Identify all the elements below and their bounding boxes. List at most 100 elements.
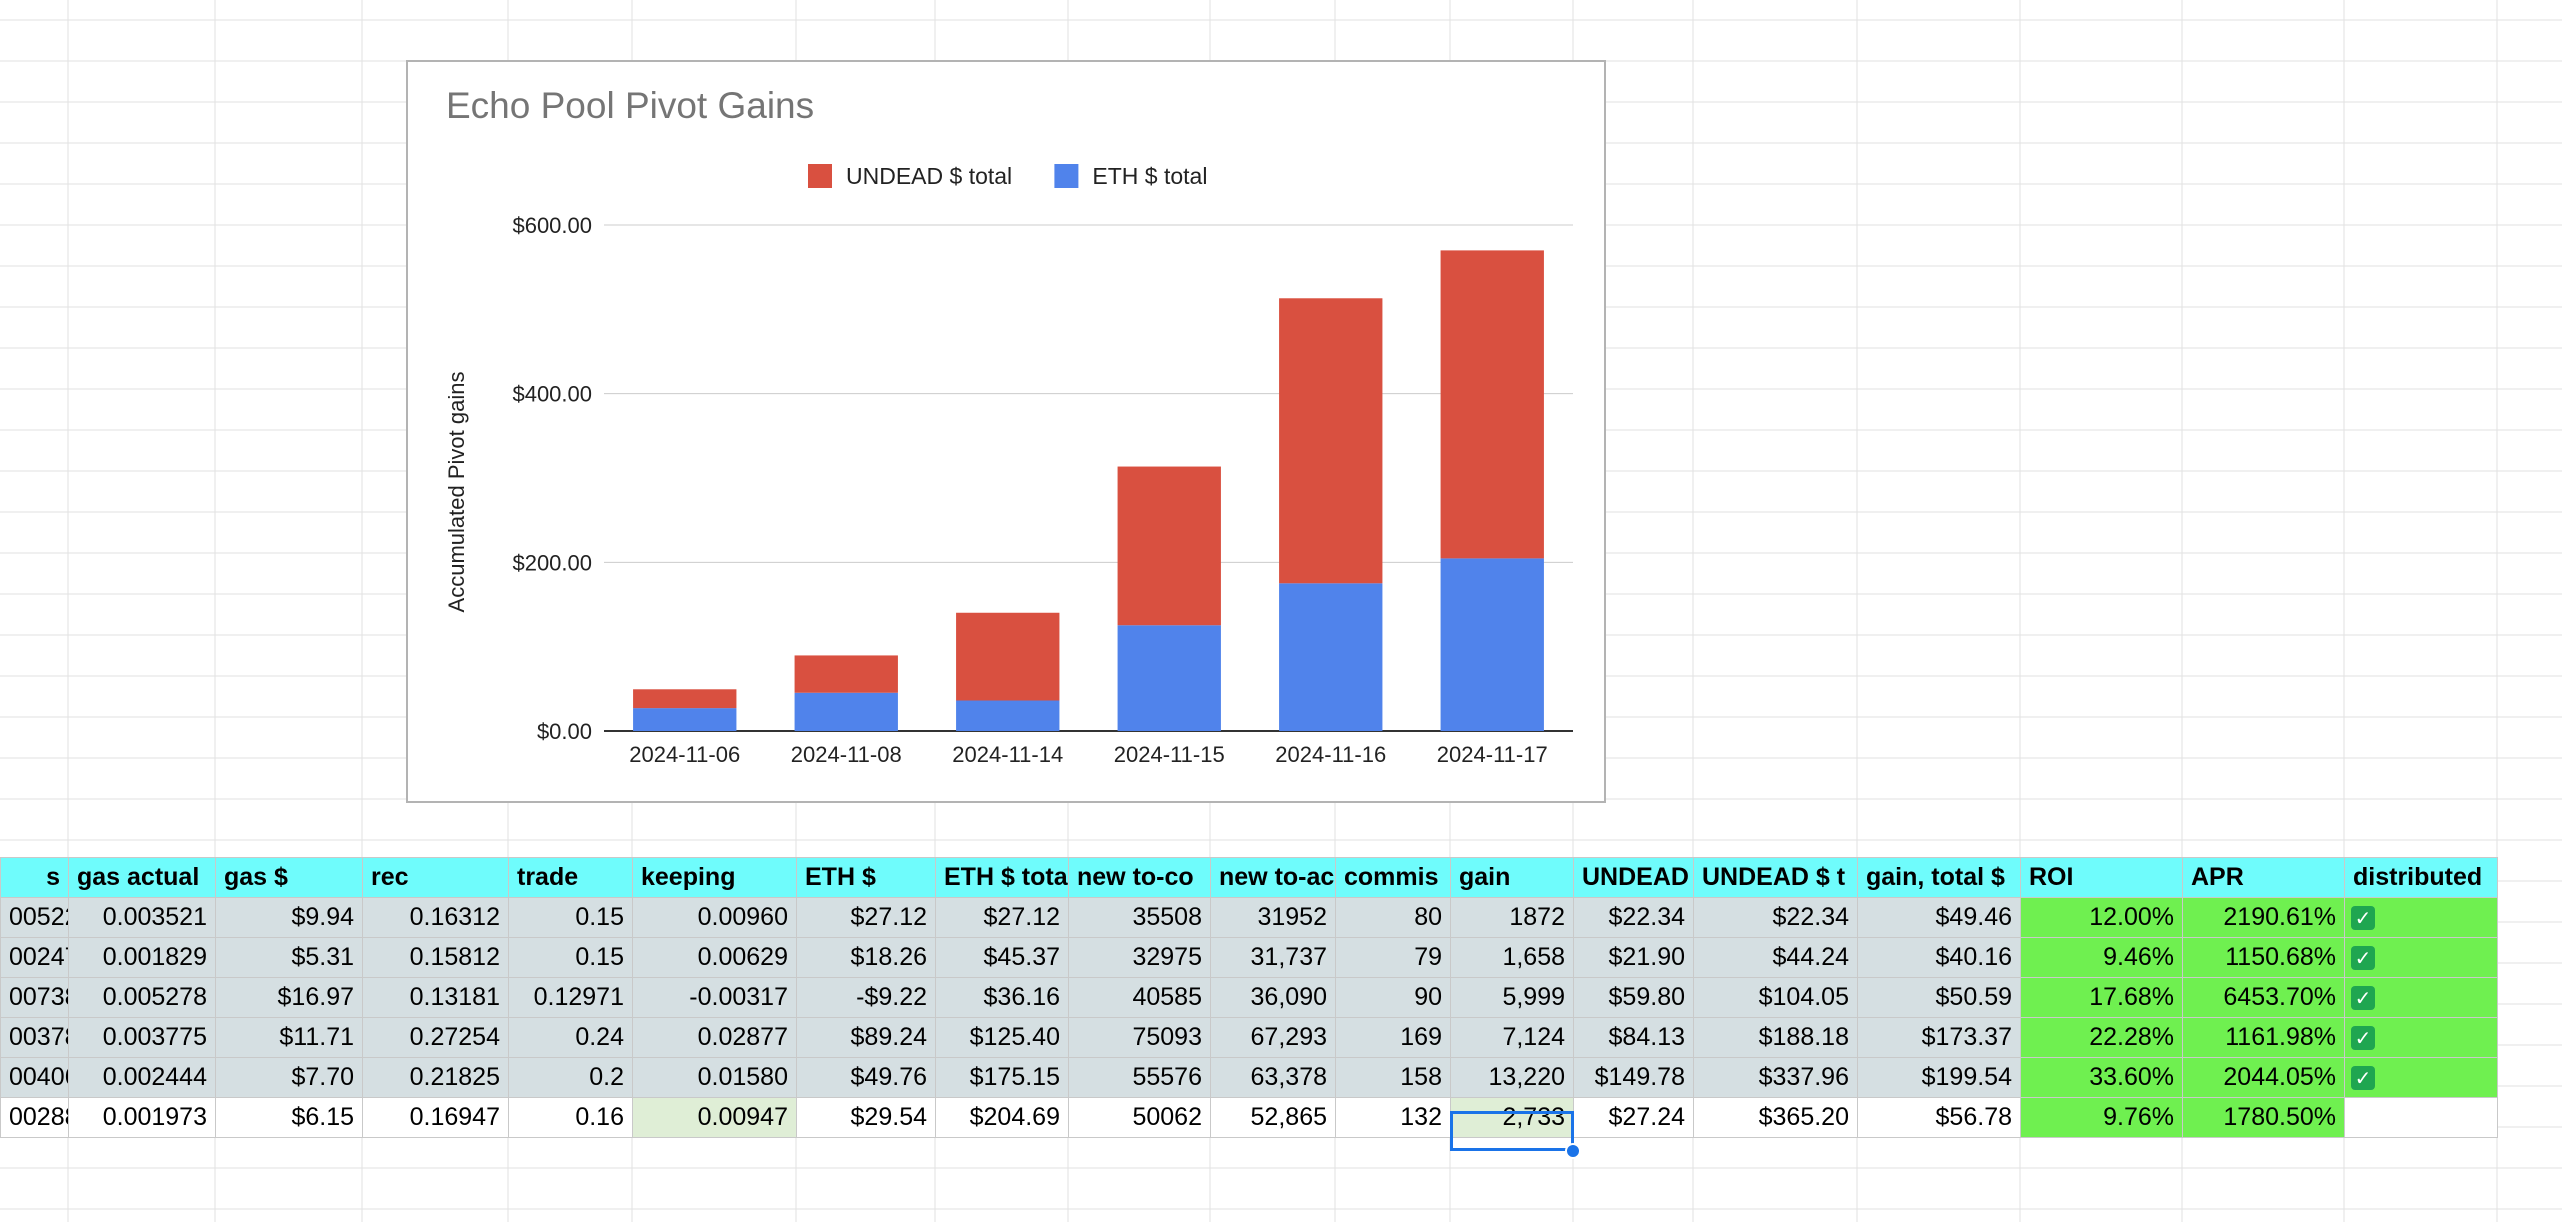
table-cell[interactable]: 0.00947 — [632, 1097, 797, 1138]
table-cell[interactable]: 2044.05% — [2182, 1057, 2345, 1098]
table-cell[interactable]: $22.34 — [1573, 897, 1694, 938]
table-cell[interactable]: $59.80 — [1573, 977, 1694, 1018]
column-header[interactable]: keeping — [632, 857, 797, 898]
table-cell[interactable]: 1,658 — [1450, 937, 1574, 978]
table-cell[interactable]: 63,378 — [1210, 1057, 1336, 1098]
table-cell[interactable]: 0.21825 — [362, 1057, 509, 1098]
table-cell[interactable]: $9.94 — [215, 897, 363, 938]
table-cell[interactable]: $5.31 — [215, 937, 363, 978]
table-cell[interactable]: ✓ — [2344, 1057, 2498, 1098]
table-cell[interactable]: ✓ — [2344, 937, 2498, 978]
column-header[interactable]: s — [0, 857, 69, 898]
column-header[interactable]: ETH $ — [796, 857, 936, 898]
column-header[interactable]: commis — [1335, 857, 1451, 898]
table-cell[interactable]: 31952 — [1210, 897, 1336, 938]
table-cell[interactable]: 158 — [1335, 1057, 1451, 1098]
column-header[interactable]: gain — [1450, 857, 1574, 898]
table-cell[interactable]: 00247 — [0, 937, 69, 978]
table-cell[interactable]: $18.26 — [796, 937, 936, 978]
table-cell[interactable]: 0.01580 — [632, 1057, 797, 1098]
table-cell[interactable]: $49.46 — [1857, 897, 2021, 938]
table-cell[interactable]: 90 — [1335, 977, 1451, 1018]
table-cell[interactable]: $188.18 — [1693, 1017, 1858, 1058]
fill-handle[interactable] — [1565, 1143, 1581, 1159]
table-cell[interactable]: 0.00960 — [632, 897, 797, 938]
column-header[interactable]: gain, total $ — [1857, 857, 2021, 898]
table-cell[interactable]: 75093 — [1068, 1017, 1211, 1058]
table-cell[interactable]: 0.24 — [508, 1017, 633, 1058]
table-cell[interactable]: $6.15 — [215, 1097, 363, 1138]
table-cell[interactable]: $149.78 — [1573, 1057, 1694, 1098]
column-header[interactable]: APR — [2182, 857, 2345, 898]
table-cell[interactable]: 0.16 — [508, 1097, 633, 1138]
table-cell[interactable]: $50.59 — [1857, 977, 2021, 1018]
table-cell[interactable]: 32975 — [1068, 937, 1211, 978]
table-cell[interactable]: 0.00629 — [632, 937, 797, 978]
table-cell[interactable]: $175.15 — [935, 1057, 1069, 1098]
table-cell[interactable]: $36.16 — [935, 977, 1069, 1018]
column-header[interactable]: gas actual — [68, 857, 216, 898]
table-cell[interactable]: 1780.50% — [2182, 1097, 2345, 1138]
table-cell[interactable]: $40.16 — [1857, 937, 2021, 978]
column-header[interactable]: ROI — [2020, 857, 2183, 898]
column-header[interactable]: trade — [508, 857, 633, 898]
table-cell[interactable]: 55576 — [1068, 1057, 1211, 1098]
table-cell[interactable]: 0.12971 — [508, 977, 633, 1018]
table-cell[interactable]: 12.00% — [2020, 897, 2183, 938]
table-cell[interactable]: $27.12 — [935, 897, 1069, 938]
column-header[interactable]: UNDEAD — [1573, 857, 1694, 898]
table-cell[interactable]: $49.76 — [796, 1057, 936, 1098]
table-cell[interactable]: $125.40 — [935, 1017, 1069, 1058]
table-cell[interactable]: 00738 — [0, 977, 69, 1018]
table-cell[interactable]: 0.15 — [508, 937, 633, 978]
table-cell[interactable]: $84.13 — [1573, 1017, 1694, 1058]
table-cell[interactable]: 0.15 — [508, 897, 633, 938]
table-cell[interactable]: 79 — [1335, 937, 1451, 978]
table-cell[interactable]: 31,737 — [1210, 937, 1336, 978]
table-cell[interactable]: $337.96 — [1693, 1057, 1858, 1098]
column-header[interactable]: ETH $ total — [935, 857, 1069, 898]
table-cell[interactable]: 52,865 — [1210, 1097, 1336, 1138]
table-cell[interactable]: 36,090 — [1210, 977, 1336, 1018]
table-cell[interactable]: 13,220 — [1450, 1057, 1574, 1098]
table-cell[interactable]: 40585 — [1068, 977, 1211, 1018]
table-cell[interactable]: 9.46% — [2020, 937, 2183, 978]
table-cell[interactable]: 132 — [1335, 1097, 1451, 1138]
table-cell[interactable]: 0.02877 — [632, 1017, 797, 1058]
table-cell[interactable]: 2,733 — [1450, 1097, 1574, 1138]
table-cell[interactable]: -$9.22 — [796, 977, 936, 1018]
table-cell[interactable]: $199.54 — [1857, 1057, 2021, 1098]
table-cell[interactable]: 5,999 — [1450, 977, 1574, 1018]
table-cell[interactable]: 1872 — [1450, 897, 1574, 938]
table-cell[interactable]: 50062 — [1068, 1097, 1211, 1138]
table-cell[interactable]: 0.15812 — [362, 937, 509, 978]
table-cell[interactable]: $11.71 — [215, 1017, 363, 1058]
table-cell[interactable]: 1161.98% — [2182, 1017, 2345, 1058]
table-cell[interactable]: 22.28% — [2020, 1017, 2183, 1058]
table-cell[interactable]: $56.78 — [1857, 1097, 2021, 1138]
table-cell[interactable]: $45.37 — [935, 937, 1069, 978]
table-cell[interactable]: $365.20 — [1693, 1097, 1858, 1138]
table-cell[interactable]: 0.27254 — [362, 1017, 509, 1058]
table-cell[interactable]: 00522 — [0, 897, 69, 938]
table-cell[interactable] — [2344, 1097, 2498, 1138]
table-cell[interactable]: 0.13181 — [362, 977, 509, 1018]
table-cell[interactable]: 2190.61% — [2182, 897, 2345, 938]
column-header[interactable]: new to-co — [1068, 857, 1211, 898]
table-cell[interactable]: $7.70 — [215, 1057, 363, 1098]
table-cell[interactable]: $16.97 — [215, 977, 363, 1018]
table-cell[interactable]: 0.003775 — [68, 1017, 216, 1058]
table-cell[interactable]: ✓ — [2344, 897, 2498, 938]
table-cell[interactable]: $22.34 — [1693, 897, 1858, 938]
table-cell[interactable]: 7,124 — [1450, 1017, 1574, 1058]
table-cell[interactable]: 0.001829 — [68, 937, 216, 978]
table-cell[interactable]: ✓ — [2344, 1017, 2498, 1058]
table-cell[interactable]: 67,293 — [1210, 1017, 1336, 1058]
table-cell[interactable]: 80 — [1335, 897, 1451, 938]
table-cell[interactable]: 1150.68% — [2182, 937, 2345, 978]
column-header[interactable]: rec — [362, 857, 509, 898]
table-cell[interactable]: $44.24 — [1693, 937, 1858, 978]
table-cell[interactable]: 00378 — [0, 1017, 69, 1058]
column-header[interactable]: distributed — [2344, 857, 2498, 898]
table-cell[interactable]: $204.69 — [935, 1097, 1069, 1138]
